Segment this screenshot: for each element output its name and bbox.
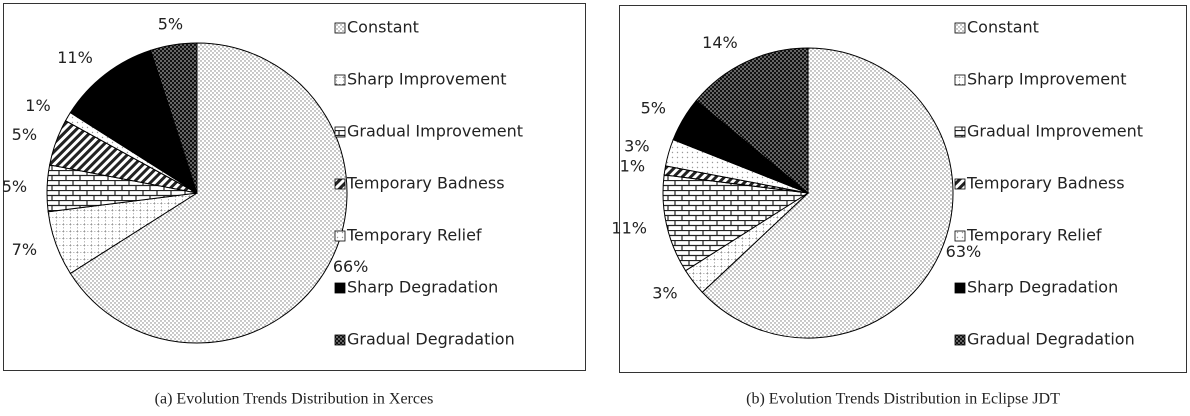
legend-swatch: [334, 282, 346, 294]
data-label: 11%: [57, 48, 93, 67]
data-label: 5%: [2, 177, 27, 196]
legend-label: Temporary Badness: [966, 174, 1125, 193]
data-label: 14%: [702, 33, 738, 52]
legend-swatch: [954, 126, 966, 138]
legend-swatch: [954, 22, 966, 34]
legend-swatch: [954, 334, 966, 346]
data-label: 11%: [611, 218, 647, 237]
legend-label: Gradual Degradation: [967, 330, 1135, 349]
legend-label: Gradual Improvement: [347, 122, 523, 141]
data-label: 3%: [624, 136, 649, 155]
legend-swatch: [334, 74, 346, 86]
chart-caption: (b) Evolution Trends Distribution in Ecl…: [746, 391, 1060, 408]
legend-label: Gradual Improvement: [967, 122, 1143, 141]
pie-slice: [662, 174, 810, 272]
legend-label: Sharp Improvement: [347, 70, 507, 89]
legend-swatch: [954, 74, 966, 86]
legend-label: Constant: [967, 18, 1039, 37]
data-label: 1%: [620, 157, 645, 176]
legend-swatch: [334, 126, 346, 138]
data-label: 3%: [652, 284, 677, 303]
legend-label: Sharp Improvement: [967, 70, 1127, 89]
legend-label: Constant: [347, 18, 419, 37]
pie-slice: [695, 47, 809, 195]
legend-label: Sharp Degradation: [347, 278, 498, 297]
legend-swatch: [334, 22, 346, 34]
legend-swatch: [954, 230, 966, 242]
legend-label: Temporary Relief: [346, 226, 482, 245]
legend-label: Temporary Badness: [346, 174, 505, 193]
data-label: 5%: [641, 99, 666, 118]
data-label: 7%: [12, 240, 37, 259]
data-label: 66%: [333, 257, 369, 276]
pie-slice: [150, 42, 198, 194]
legend-label: Sharp Degradation: [967, 278, 1118, 297]
pie-slice: [69, 42, 348, 344]
legend-label: Gradual Degradation: [347, 330, 515, 349]
data-label: 5%: [12, 125, 37, 144]
legend-label: Temporary Relief: [966, 226, 1102, 245]
pie-slice: [69, 49, 198, 195]
legend-swatch: [334, 230, 346, 242]
pie-slice: [701, 47, 954, 339]
data-label: 63%: [946, 242, 982, 261]
legend-swatch: [954, 178, 966, 190]
legend-swatch: [334, 334, 346, 346]
legend-swatch: [334, 178, 346, 190]
legend-swatch: [954, 282, 966, 294]
data-label: 5%: [158, 15, 183, 34]
data-label: 1%: [25, 96, 50, 115]
chart-caption: (a) Evolution Trends Distribution in Xer…: [155, 391, 434, 408]
